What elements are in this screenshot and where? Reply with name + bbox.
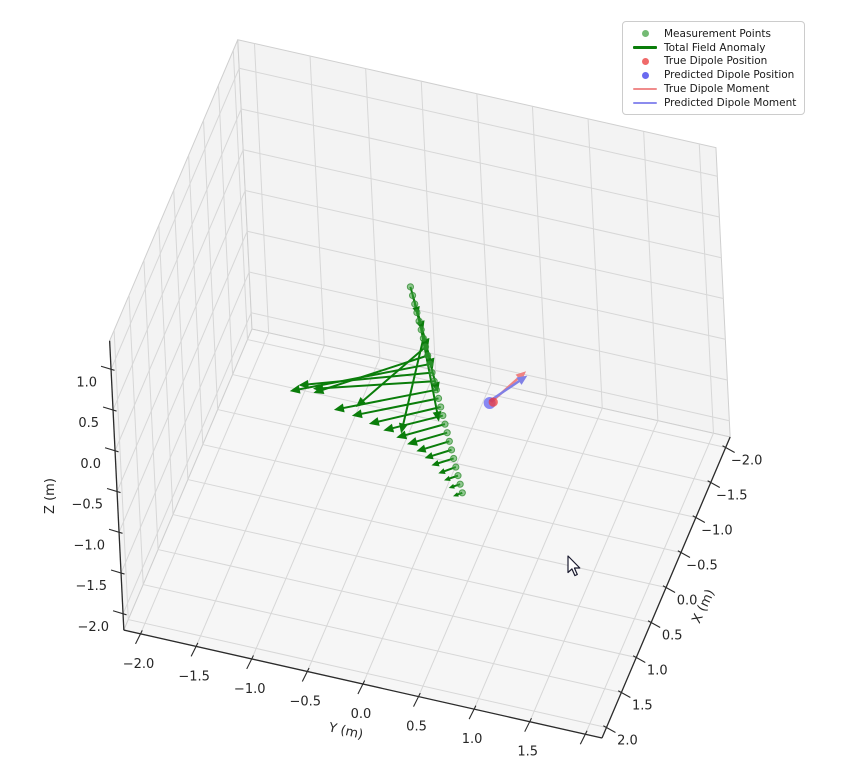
tick-label: −1.0 — [234, 682, 266, 697]
legend-label: True Dipole Moment — [664, 83, 770, 96]
tick-label: 2.0 — [617, 734, 638, 749]
tick-label: −0.5 — [71, 498, 103, 513]
legend-label: Total Field Anomaly — [664, 41, 766, 54]
tick-label: 0.5 — [406, 720, 427, 735]
tick-label: 1.0 — [462, 732, 483, 747]
tick-label: −1.0 — [73, 538, 105, 553]
tick-label: −2.0 — [731, 454, 763, 469]
legend-label: Predicted Dipole Moment — [664, 96, 797, 109]
legend-label: Predicted Dipole Position — [664, 69, 795, 82]
tick-label: 0.5 — [662, 629, 683, 644]
legend-item-measurement-points: Measurement Points — [630, 27, 796, 41]
legend-item-predicted-dipole-moment: Predicted Dipole Moment — [630, 96, 796, 110]
tick-label: 0.0 — [677, 594, 698, 609]
tick-label: −1.5 — [75, 579, 107, 594]
z-axis-label: Z (m) — [43, 478, 58, 514]
tick-label: 0.5 — [78, 416, 99, 431]
predicted-dipole-marker-icon — [630, 71, 660, 79]
predicted-moment-line-icon — [630, 101, 660, 105]
tick-label: 0.0 — [351, 707, 372, 722]
dipole-markers — [483, 371, 528, 410]
field-anomaly-line-icon — [630, 46, 660, 49]
tick-label: 1.5 — [632, 699, 653, 714]
tick-label: −1.5 — [178, 669, 210, 684]
tick-label: −2.0 — [123, 657, 155, 672]
grid-lines — [110, 43, 730, 735]
legend-item-predicted-dipole-position: Predicted Dipole Position — [630, 68, 796, 82]
legend: Measurement Points Total Field Anomaly T… — [622, 21, 805, 115]
legend-item-true-dipole-moment: True Dipole Moment — [630, 82, 796, 96]
axis-lines-and-ticks: −2.0 −1.5 −1.0 −0.5 0.0 0.5 1.0 1.5 2.0 −2.0 −1.5 −… — [43, 340, 763, 757]
tick-label: −0.5 — [686, 559, 718, 574]
tick-label: 1.5 — [517, 745, 538, 757]
true-dipole-position-dot — [488, 397, 498, 407]
tick-label: −2.0 — [77, 620, 109, 635]
legend-item-total-field-anomaly: Total Field Anomaly — [630, 41, 796, 55]
mouse-cursor-icon — [567, 555, 581, 577]
tick-label: 1.0 — [76, 375, 97, 390]
true-moment-line-icon — [630, 87, 660, 91]
tick-label: −1.0 — [701, 524, 733, 539]
tick-label: −1.5 — [716, 489, 748, 504]
legend-item-true-dipole-position: True Dipole Position — [630, 55, 796, 69]
axes-panes — [109, 39, 731, 739]
true-dipole-marker-icon — [630, 57, 660, 65]
tick-label: 1.0 — [647, 664, 668, 679]
tick-label: 0.0 — [80, 457, 101, 472]
measurement-points — [406, 283, 466, 497]
y-axis-label: Y (m) — [326, 720, 364, 743]
legend-label: Measurement Points — [664, 27, 771, 40]
legend-label: True Dipole Position — [664, 55, 768, 68]
measurement-points-marker-icon — [630, 30, 660, 38]
tick-label: −0.5 — [290, 694, 322, 709]
